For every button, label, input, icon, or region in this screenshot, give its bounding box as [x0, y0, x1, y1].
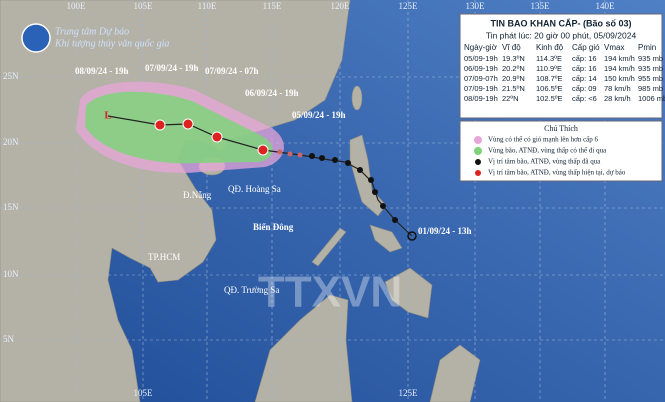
- logo: [21, 23, 51, 53]
- legend-icon: [474, 147, 482, 155]
- table-cell: 935 mb: [638, 64, 663, 73]
- legend-title: Chú Thích: [544, 124, 578, 133]
- lon-label: 100E: [67, 1, 87, 11]
- lon-label: 110E: [198, 1, 217, 11]
- column-header: Pmin: [638, 43, 656, 52]
- lon-label: 130E: [466, 1, 486, 11]
- column-header: Kinh độ: [536, 43, 564, 52]
- table-cell: 194 km/h: [604, 54, 635, 63]
- lon-label: 135E: [531, 1, 551, 11]
- table-cell: 194 km/h: [604, 64, 635, 73]
- lat-label: 10N: [3, 269, 19, 279]
- place-label: QĐ. Trường Sa: [224, 285, 279, 295]
- track-label: 05/09/24 - 19h: [292, 110, 346, 120]
- table-cell: 985 mb: [638, 84, 663, 93]
- track-label: 01/09/24 - 13h: [418, 226, 472, 236]
- legend-icon: [475, 170, 481, 176]
- table-cell: 114.3ºE: [536, 54, 562, 63]
- forecast-positions: L: [104, 110, 269, 156]
- table-cell: 935 mb: [638, 54, 663, 63]
- table-cell: 955 mb: [638, 74, 663, 83]
- lon-label: 115E: [263, 1, 282, 11]
- lat-label: 20N: [3, 137, 19, 147]
- table-cell: 20.9ºN: [502, 74, 525, 83]
- lon-label: 120E: [331, 1, 351, 11]
- svg-text:L: L: [104, 110, 111, 122]
- lat-label: 25N: [3, 71, 19, 81]
- place-label: TP.HCM: [148, 252, 180, 262]
- table-cell: cấp: 16: [572, 54, 597, 63]
- past-positions: [277, 149, 417, 241]
- bulletin-panel: [459, 13, 663, 119]
- column-header: Vmax: [604, 43, 624, 52]
- org-name: Trung tâm Dự báo: [55, 26, 129, 37]
- bulletin-title: TIN BAO KHAN CẤP- (Bão số 03): [490, 18, 631, 28]
- lon-label: 140E: [596, 1, 616, 11]
- table-cell: 05/09-19h: [464, 54, 498, 63]
- legend-icon: [475, 159, 481, 165]
- track-label: 08/09/24 - 19h: [75, 66, 129, 76]
- table-cell: 150 km/h: [604, 74, 635, 83]
- table-cell: 07/09-07h: [464, 74, 498, 83]
- legend-icon: [474, 136, 482, 144]
- table-cell: cấp: 14: [572, 74, 597, 83]
- table-cell: 78 km/h: [604, 84, 631, 93]
- place-label: Biển Đông: [253, 222, 294, 232]
- track-label: 07/09/24 - 07h: [205, 66, 259, 76]
- table-cell: 06/09-19h: [464, 64, 498, 73]
- column-header: Cấp gió: [572, 43, 600, 52]
- bulletin-issued: Tin phát lúc: 20 giờ 00 phút, 05/09/2024: [486, 30, 637, 40]
- legend-item: Vị trí tâm bão, ATNĐ, vùng thấp hiện tại…: [488, 169, 626, 177]
- watermark: TTXVN: [258, 268, 402, 317]
- labels: 08/09/24 - 19h 07/09/24 - 19h 07/09/24 - 0…: [75, 63, 472, 295]
- place-label: Đ.Nẵng: [183, 190, 212, 200]
- track-label: 07/09/24 - 19h: [145, 63, 199, 73]
- table-cell: 22ºN: [502, 94, 519, 103]
- table-cell: 20.2ºN: [502, 64, 525, 73]
- table-cell: cấp: 16: [572, 64, 597, 73]
- table-cell: cấp: <6: [572, 94, 597, 103]
- legend-item: Vùng bão, ATNĐ, vùng thấp có thể đi qua: [488, 147, 607, 155]
- legend-item: Vị trí tâm bão, ATNĐ, vùng thấp đã qua: [488, 158, 601, 166]
- lon-label: 105E: [134, 388, 154, 398]
- column-header: Vĩ độ: [502, 43, 521, 52]
- lon-label: 125E: [399, 388, 419, 398]
- table-cell: 21.5ºN: [502, 84, 525, 93]
- column-header: Ngày-giờ: [464, 43, 498, 52]
- table-cell: cấp: 09: [572, 84, 597, 93]
- table-cell: 102.5ºE: [536, 94, 563, 103]
- track-label: 06/09/24 - 19h: [245, 88, 299, 98]
- table-cell: 07/09-19h: [464, 84, 498, 93]
- org-name: Khí tượng thủy văn quốc gia: [54, 38, 169, 49]
- table-cell: 106.5ºE: [536, 84, 563, 93]
- legend-panel: [459, 120, 663, 182]
- lon-label: 105E: [134, 1, 154, 11]
- lon-label: 125E: [399, 1, 419, 11]
- table-cell: 28 km/h: [604, 94, 631, 103]
- storm-path-zone: [85, 91, 273, 164]
- table-cell: 19.3ºN: [502, 54, 525, 63]
- lat-label: 5N: [3, 334, 15, 344]
- table-cell: 110.9ºE: [536, 64, 562, 73]
- table-cell: 08/09-19h: [464, 94, 498, 103]
- place-label: QĐ. Hoàng Sa: [228, 184, 281, 194]
- legend-item: Vùng có thể có gió mạnh lên hơn cấp 6: [488, 136, 599, 144]
- table-cell: 108.7ºE: [536, 74, 563, 83]
- bulletin-box: TIN BAO KHAN CẤP- (Bão số 03) Tin phát l…: [459, 13, 665, 182]
- lat-label: 15N: [3, 202, 19, 212]
- table-cell: 1006 mb: [638, 94, 665, 103]
